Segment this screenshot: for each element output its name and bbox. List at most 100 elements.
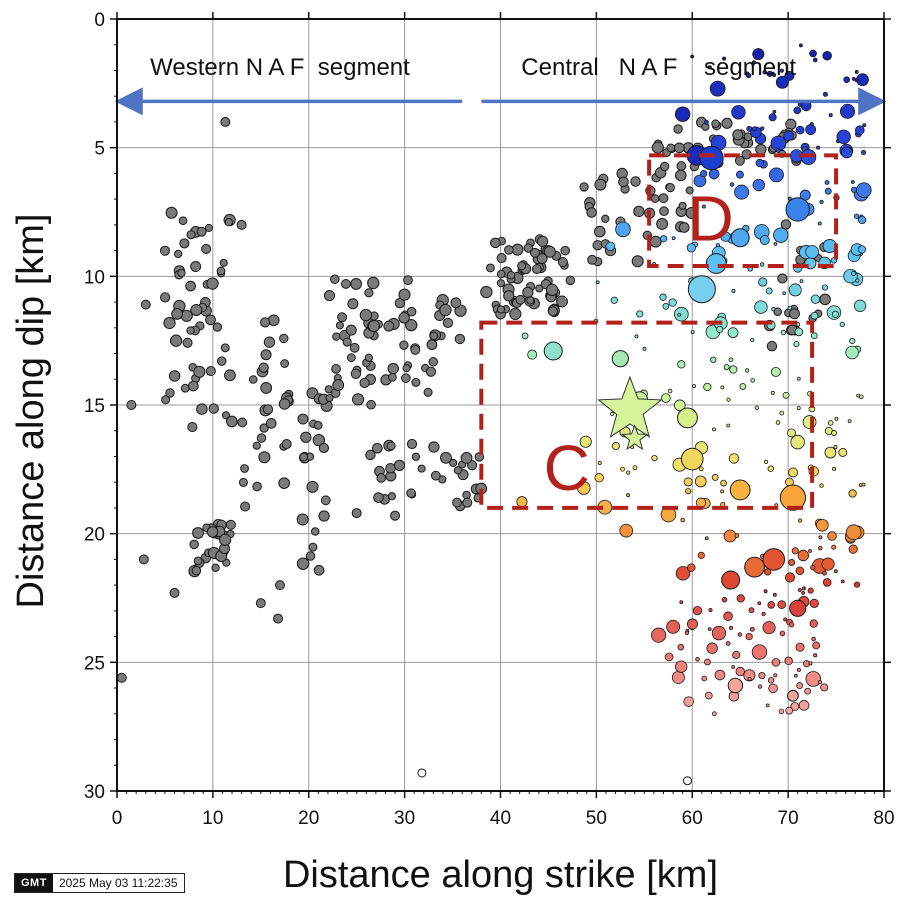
data-point [460, 452, 473, 464]
data-point [708, 608, 713, 613]
data-point [773, 673, 778, 678]
data-point [673, 142, 685, 154]
x-tick-label: 40 [490, 808, 511, 829]
data-point [618, 176, 629, 188]
data-point [728, 625, 733, 630]
data-point [428, 441, 440, 453]
data-point [782, 291, 787, 296]
y-tick-label: 0 [94, 10, 105, 31]
data-point [817, 221, 822, 226]
data-point [450, 297, 462, 309]
data-point [440, 451, 452, 464]
colored-points [516, 43, 872, 717]
data-point [238, 477, 248, 487]
data-point [496, 252, 507, 264]
data-point [697, 551, 705, 559]
data-point [839, 103, 856, 119]
data-point [709, 80, 726, 97]
data-point [630, 176, 641, 187]
data-point [626, 493, 631, 498]
data-point [651, 627, 667, 643]
data-point [385, 462, 396, 474]
data-point [296, 513, 309, 526]
data-point [259, 317, 271, 328]
data-point [350, 278, 363, 290]
data-point [862, 123, 867, 128]
data-point [808, 661, 813, 666]
data-point [504, 245, 514, 255]
data-point [736, 594, 745, 603]
data-point [579, 435, 592, 448]
data-point [704, 691, 713, 700]
data-point [206, 277, 219, 290]
data-point [531, 264, 542, 275]
data-point [192, 527, 204, 539]
data-point [731, 105, 746, 120]
data-point [610, 296, 618, 304]
data-point [839, 321, 845, 328]
data-point [770, 390, 775, 395]
data-point [735, 666, 745, 677]
data-point [780, 219, 792, 230]
data-point [831, 310, 839, 318]
data-point [765, 287, 773, 295]
data-point [795, 642, 805, 652]
data-point [759, 126, 765, 131]
data-point [274, 580, 285, 591]
data-point [364, 353, 374, 362]
data-point [642, 346, 647, 351]
data-point [259, 423, 269, 433]
data-point [777, 600, 787, 609]
x-tick-label: 50 [586, 808, 607, 829]
data-point [666, 143, 676, 153]
data-point [808, 549, 812, 553]
data-point [306, 480, 319, 493]
y-tick-label: 25 [84, 653, 105, 674]
data-point [790, 434, 805, 450]
data-point [496, 279, 506, 288]
data-point [799, 279, 804, 284]
data-point [811, 636, 816, 642]
data-point [694, 475, 707, 488]
data-point [545, 283, 559, 296]
y-tick-label: 20 [84, 525, 105, 546]
data-point [847, 419, 852, 424]
data-point [861, 482, 866, 487]
data-point [779, 630, 786, 637]
data-point [779, 410, 785, 416]
data-point [651, 455, 658, 462]
data-point [856, 182, 872, 198]
data-point [759, 262, 765, 267]
data-point [318, 442, 330, 454]
data-point [860, 149, 867, 156]
data-point [365, 449, 376, 461]
data-point [685, 206, 698, 219]
data-point [186, 230, 196, 240]
data-point [832, 466, 837, 471]
data-point [345, 324, 357, 336]
data-point [224, 369, 236, 382]
data-point [707, 65, 712, 70]
data-point [496, 305, 506, 314]
data-point [805, 671, 822, 687]
data-point [594, 178, 607, 191]
dashed-box-d [647, 153, 839, 269]
data-point [682, 776, 692, 786]
data-point [620, 466, 625, 472]
data-point [180, 383, 190, 393]
data-point [711, 625, 727, 641]
mainshock-stars [597, 375, 663, 451]
data-point [850, 186, 858, 193]
star-marker [621, 424, 649, 451]
data-point [611, 441, 620, 451]
data-point [138, 554, 149, 565]
data-point [506, 271, 516, 280]
data-point [850, 180, 855, 184]
dashed-box-c [479, 320, 815, 510]
data-point [805, 124, 817, 135]
y-tick-label: 5 [94, 139, 105, 160]
data-point [730, 228, 750, 248]
data-point [675, 660, 688, 673]
data-point [788, 467, 799, 478]
data-point [676, 161, 687, 171]
